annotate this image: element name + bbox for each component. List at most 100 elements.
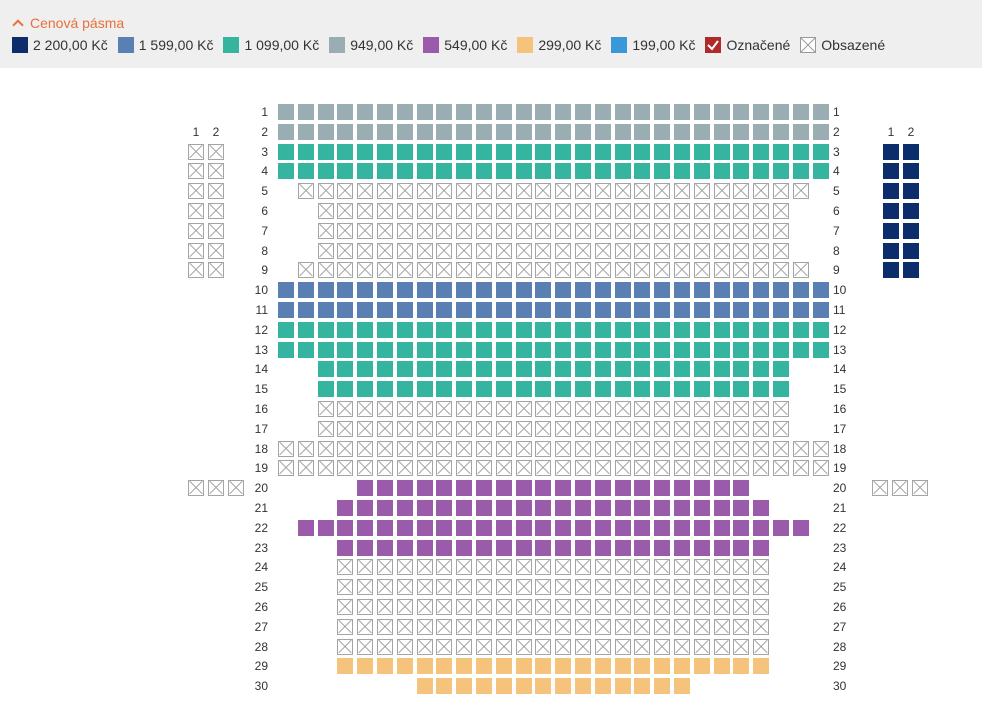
seat[interactable] bbox=[496, 124, 512, 140]
seat[interactable] bbox=[298, 104, 314, 120]
seat[interactable] bbox=[615, 302, 631, 318]
seat[interactable] bbox=[555, 540, 571, 556]
seat[interactable] bbox=[357, 282, 373, 298]
seat[interactable] bbox=[535, 322, 551, 338]
seat-box[interactable] bbox=[903, 223, 919, 239]
seat[interactable] bbox=[456, 381, 472, 397]
seat[interactable] bbox=[377, 322, 393, 338]
seat[interactable] bbox=[377, 381, 393, 397]
seat-box[interactable] bbox=[903, 262, 919, 278]
seat[interactable] bbox=[694, 342, 710, 358]
seat[interactable] bbox=[773, 282, 789, 298]
seat[interactable] bbox=[496, 540, 512, 556]
seat[interactable] bbox=[575, 500, 591, 516]
seat[interactable] bbox=[377, 500, 393, 516]
seat[interactable] bbox=[357, 104, 373, 120]
seat[interactable] bbox=[714, 520, 730, 536]
seat[interactable] bbox=[397, 144, 413, 160]
seat[interactable] bbox=[595, 144, 611, 160]
seat[interactable] bbox=[575, 381, 591, 397]
seat[interactable] bbox=[555, 381, 571, 397]
seat[interactable] bbox=[476, 381, 492, 397]
seat[interactable] bbox=[654, 342, 670, 358]
seat[interactable] bbox=[714, 104, 730, 120]
seat[interactable] bbox=[714, 322, 730, 338]
seat[interactable] bbox=[357, 302, 373, 318]
seat[interactable] bbox=[377, 342, 393, 358]
seat[interactable] bbox=[318, 124, 334, 140]
seat[interactable] bbox=[436, 163, 452, 179]
seat[interactable] bbox=[456, 361, 472, 377]
seat[interactable] bbox=[575, 163, 591, 179]
seat[interactable] bbox=[654, 500, 670, 516]
seat-box[interactable] bbox=[883, 262, 899, 278]
seat[interactable] bbox=[535, 520, 551, 536]
seat[interactable] bbox=[377, 361, 393, 377]
seat[interactable] bbox=[615, 104, 631, 120]
seat[interactable] bbox=[674, 381, 690, 397]
seat[interactable] bbox=[278, 163, 294, 179]
seat[interactable] bbox=[516, 322, 532, 338]
seat[interactable] bbox=[496, 322, 512, 338]
seat[interactable] bbox=[456, 124, 472, 140]
seat[interactable] bbox=[595, 678, 611, 694]
seat[interactable] bbox=[377, 163, 393, 179]
seat[interactable] bbox=[733, 520, 749, 536]
seat[interactable] bbox=[793, 520, 809, 536]
seat[interactable] bbox=[654, 302, 670, 318]
seat[interactable] bbox=[674, 322, 690, 338]
seat[interactable] bbox=[753, 322, 769, 338]
seat[interactable] bbox=[634, 144, 650, 160]
seat[interactable] bbox=[476, 282, 492, 298]
seat-box[interactable] bbox=[883, 243, 899, 259]
seat[interactable] bbox=[753, 658, 769, 674]
seat[interactable] bbox=[417, 520, 433, 536]
legend-item-p949[interactable]: 949,00 Kč bbox=[329, 37, 413, 53]
seat[interactable] bbox=[357, 520, 373, 536]
seat[interactable] bbox=[337, 520, 353, 536]
seat[interactable] bbox=[753, 302, 769, 318]
seat[interactable] bbox=[615, 124, 631, 140]
seat[interactable] bbox=[456, 104, 472, 120]
seat[interactable] bbox=[278, 144, 294, 160]
seat[interactable] bbox=[694, 540, 710, 556]
seat[interactable] bbox=[357, 381, 373, 397]
seat[interactable] bbox=[436, 144, 452, 160]
seat[interactable] bbox=[595, 480, 611, 496]
seat[interactable] bbox=[773, 163, 789, 179]
seat[interactable] bbox=[634, 658, 650, 674]
seat[interactable] bbox=[615, 282, 631, 298]
seat[interactable] bbox=[793, 282, 809, 298]
seat[interactable] bbox=[516, 302, 532, 318]
seat[interactable] bbox=[337, 540, 353, 556]
seat[interactable] bbox=[318, 520, 334, 536]
seat-box[interactable] bbox=[903, 144, 919, 160]
seat[interactable] bbox=[634, 500, 650, 516]
seat[interactable] bbox=[634, 342, 650, 358]
seat[interactable] bbox=[535, 480, 551, 496]
seat[interactable] bbox=[357, 658, 373, 674]
seat[interactable] bbox=[456, 342, 472, 358]
seat[interactable] bbox=[417, 144, 433, 160]
seat[interactable] bbox=[496, 500, 512, 516]
seat[interactable] bbox=[813, 144, 829, 160]
seat[interactable] bbox=[318, 381, 334, 397]
seat[interactable] bbox=[298, 342, 314, 358]
seat[interactable] bbox=[278, 124, 294, 140]
seat[interactable] bbox=[555, 302, 571, 318]
seat[interactable] bbox=[595, 520, 611, 536]
seat[interactable] bbox=[298, 520, 314, 536]
seat[interactable] bbox=[654, 381, 670, 397]
seat[interactable] bbox=[753, 361, 769, 377]
seat[interactable] bbox=[654, 540, 670, 556]
seat-box[interactable] bbox=[903, 243, 919, 259]
seat[interactable] bbox=[575, 361, 591, 377]
seat[interactable] bbox=[417, 322, 433, 338]
seat[interactable] bbox=[714, 124, 730, 140]
seat[interactable] bbox=[654, 520, 670, 536]
seat[interactable] bbox=[733, 500, 749, 516]
seat[interactable] bbox=[516, 678, 532, 694]
seat-box[interactable] bbox=[883, 144, 899, 160]
seat[interactable] bbox=[436, 361, 452, 377]
seat[interactable] bbox=[436, 124, 452, 140]
